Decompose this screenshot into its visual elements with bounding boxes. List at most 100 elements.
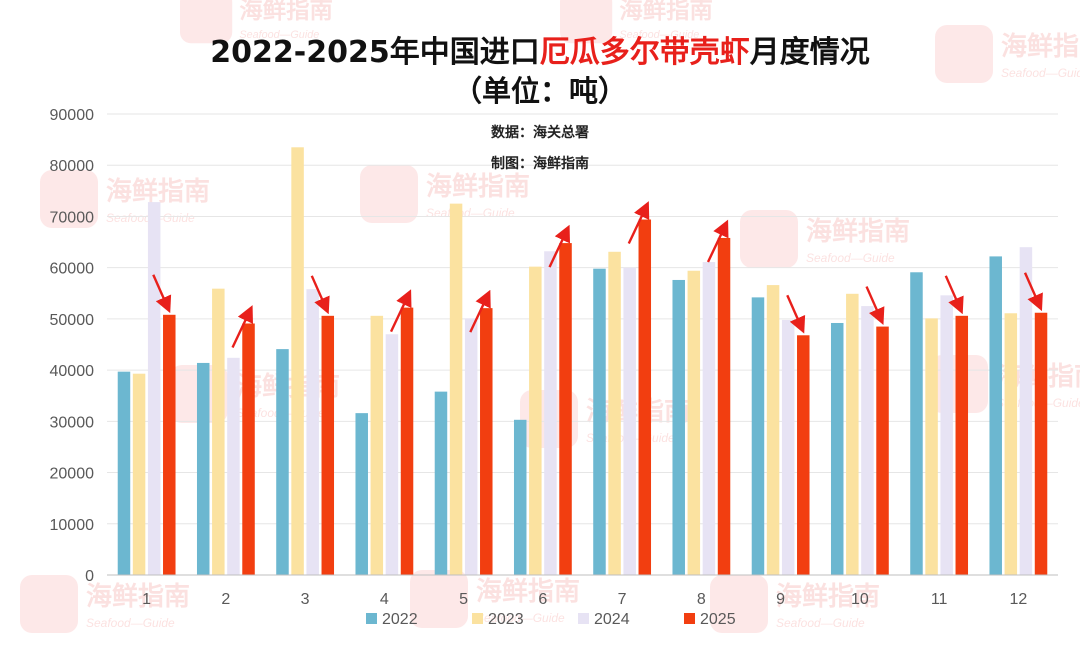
bar-2022-7: [593, 268, 606, 575]
bar-2024-4: [385, 334, 399, 575]
trend-arrow-3: [310, 275, 330, 315]
bar-2023-9: [766, 285, 780, 575]
x-tick-label: 9: [776, 591, 785, 608]
trend-arrow-10: [865, 286, 885, 325]
bar-2023-11: [925, 318, 938, 575]
x-tick-label: 3: [301, 591, 310, 608]
bar-2022-4: [355, 413, 368, 575]
watermark-sub: Seafood—Guide: [426, 206, 515, 220]
bar-2025-11: [955, 315, 969, 575]
x-tick-label: 1: [142, 591, 151, 608]
chart-title: 2022-2025年中国进口厄瓜多尔带壳虾月度情况: [210, 35, 869, 70]
watermark-sub: Seafood—Guide: [806, 251, 895, 265]
title-part-highlight: 厄瓜多尔带壳虾: [540, 35, 750, 70]
gridlines: [107, 113, 1058, 525]
x-tick-label: 7: [618, 591, 627, 608]
bar-2024-11: [940, 295, 953, 575]
watermark: 海鲜指南 Seafood—Guide: [740, 210, 910, 268]
watermark-sub: Seafood—Guide: [86, 616, 175, 630]
watermark-logo: [710, 575, 768, 633]
bar-2022-11: [910, 272, 923, 575]
watermark-logo: [40, 170, 98, 228]
bar-2024-12: [1019, 247, 1033, 575]
watermark: 海鲜指南 Seafood—Guide: [360, 165, 530, 223]
watermark-name: 海鲜指南: [86, 582, 190, 612]
bar-2024-10: [861, 306, 874, 575]
title-part-1: 2022-2025年中国进口: [210, 35, 539, 70]
watermark-name: 海鲜指南: [426, 172, 530, 202]
title-part-3: 月度情况: [750, 35, 870, 70]
x-tick-label: 8: [697, 591, 706, 608]
bar-2024-1: [147, 202, 161, 575]
bar-2022-3: [276, 349, 289, 575]
y-tick-label: 90000: [50, 107, 95, 124]
bar-2025-5: [480, 308, 493, 575]
bar-2024-5: [464, 318, 478, 575]
watermark-name: 海鲜指南: [476, 577, 580, 607]
watermark-logo: [20, 575, 78, 633]
bar-2023-8: [687, 270, 701, 575]
trend-arrow-12: [1023, 272, 1043, 312]
trend-arrow-2: [231, 305, 253, 349]
legend-swatch-2023: [472, 613, 483, 624]
bar-2025-7: [638, 219, 652, 576]
bar-2023-4: [370, 315, 384, 575]
trend-arrow-11: [944, 275, 964, 315]
trend-arrow-7: [627, 201, 650, 245]
bar-2025-9: [797, 335, 810, 575]
legend-swatch-2022: [366, 613, 377, 624]
bar-2023-2: [212, 288, 225, 575]
watermark-sub: Seafood—Guide: [239, 29, 319, 41]
y-tick-label: 20000: [50, 466, 95, 483]
watermark-name: 海鲜指南: [239, 0, 333, 24]
y-tick-label: 10000: [50, 517, 95, 534]
watermark: 海鲜指南 Seafood—Guide: [180, 0, 333, 44]
bar-2025-8: [717, 237, 731, 576]
x-tick-label: 6: [538, 591, 547, 608]
y-tick-label: 60000: [50, 261, 95, 278]
x-tick-label: 10: [851, 591, 869, 608]
bar-2022-5: [434, 391, 448, 575]
legend-label-2024: 2024: [594, 611, 630, 628]
x-tick-label: 12: [1009, 591, 1027, 608]
legend-swatch-2024: [578, 613, 589, 624]
y-tick-label: 70000: [50, 209, 95, 226]
trend-arrow-5: [469, 289, 491, 333]
source-note: 数据：海关总署: [491, 124, 589, 141]
y-axis-ticks: 0 10000 20000 30000 40000 50000 60000 70000 8000…: [50, 107, 95, 585]
bar-2022-6: [513, 419, 527, 575]
watermark-name: 海鲜指南: [776, 582, 880, 612]
bar-2022-10: [830, 322, 844, 575]
legend-label-2022: 2022: [382, 611, 418, 628]
watermark-logo: [180, 0, 233, 44]
watermark-logo: [935, 25, 993, 83]
x-tick-label: 4: [380, 591, 389, 608]
bar-2025-10: [876, 326, 889, 575]
trend-arrow-9: [786, 294, 806, 334]
bar-2024-6: [544, 251, 557, 575]
watermark-logo: [560, 0, 613, 44]
bar-2025-12: [1034, 312, 1048, 575]
watermark-logo: [410, 570, 468, 628]
watermark-name: 海鲜指南: [806, 217, 910, 247]
watermark-logo: [360, 165, 418, 223]
bar-2025-2: [242, 323, 255, 575]
watermark: 海鲜指南 Seafood—Guide: [20, 575, 190, 633]
bar-2022-9: [751, 297, 765, 575]
bar-2022-1: [117, 371, 131, 575]
author-note: 制图：海鲜指南: [491, 155, 589, 172]
y-tick-label: 80000: [50, 158, 95, 175]
bar-2023-12: [1004, 313, 1018, 575]
y-tick-label: 50000: [50, 312, 95, 329]
watermark-sub: Seafood—Guide: [776, 616, 865, 630]
watermark: 海鲜指南 Seafood—Guide: [560, 0, 713, 44]
watermark-logo: [740, 210, 798, 268]
bar-2024-3: [306, 289, 319, 575]
trend-arrow-4: [389, 289, 412, 333]
trend-arrow-6: [548, 224, 570, 268]
watermark: 海鲜指南 Seafood—Guide: [710, 575, 880, 633]
bar-2025-1: [163, 314, 176, 575]
bar-2023-1: [132, 373, 146, 575]
x-tick-label: 11: [931, 591, 948, 608]
